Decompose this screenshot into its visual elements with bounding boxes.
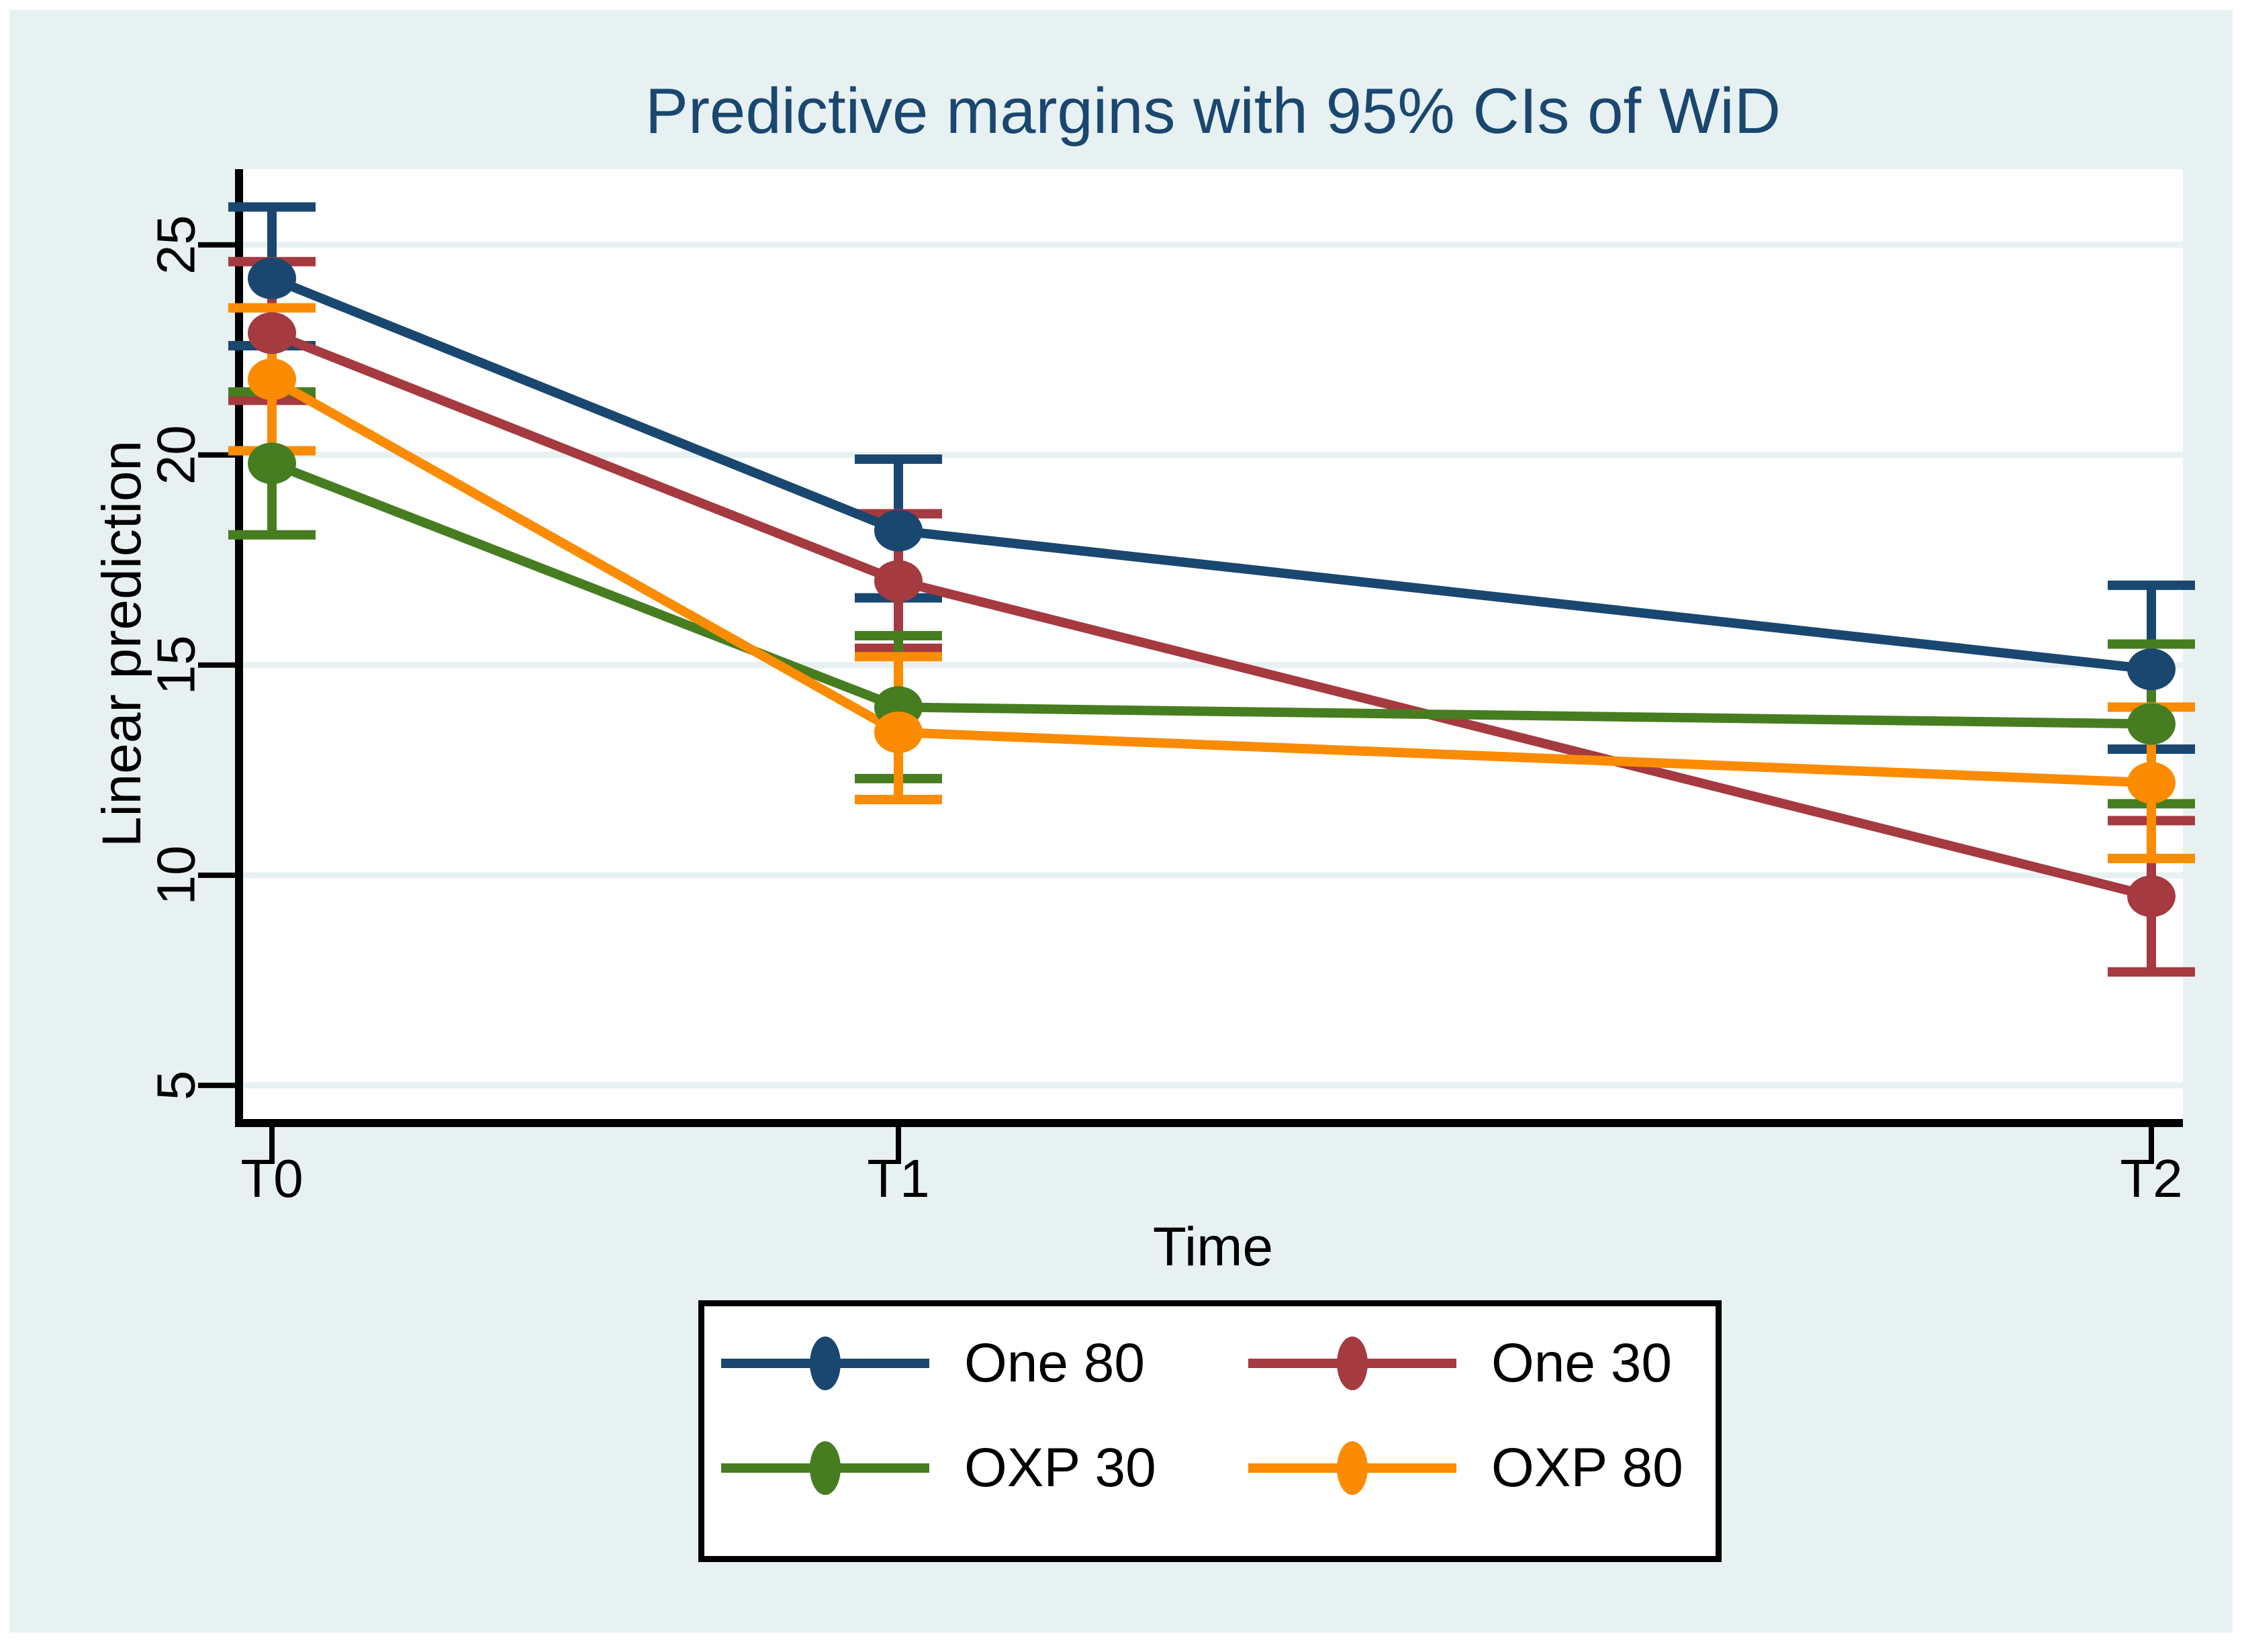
legend-dot-icon [810,1337,841,1390]
y-tick-label-5: 5 [146,1071,206,1101]
x-tick-label-T1: T1 [867,1149,929,1208]
legend-label-oxp-80: OXP 80 [1491,1437,1683,1498]
chart-plot-area: 5 10 15 20 25 T0 T1 T2 [146,169,2195,1208]
x-tick-label-T2: T2 [2120,1149,2182,1208]
legend-label-one-80: One 80 [964,1332,1145,1394]
legend-box: One 80 One 30 OXP 30 OXP 80 [698,1300,1722,1562]
legend-dot-icon [1337,1337,1368,1390]
marker-one-30-T1 [874,560,923,602]
marker-one-80-T2 [2127,648,2176,691]
legend-marker-one-80 [721,1337,929,1390]
plot-background [243,169,2183,1119]
x-axis-title: Time [1152,1216,1274,1277]
marker-oxp-30-T2 [2127,703,2176,745]
figure-canvas: Predictive margins with 95% CIs of WiD 5… [9,10,2233,1633]
legend-item-one-80: One 80 [721,1332,1145,1394]
chart-title: Predictive margins with 95% CIs of WiD [645,75,1781,147]
legend-marker-oxp-80 [1248,1441,1456,1495]
marker-one-30-T0 [248,312,296,354]
marker-one-80-T1 [874,509,923,552]
marker-one-80-T0 [248,257,296,299]
y-tick-label-20: 20 [146,425,206,485]
y-tick-label-25: 25 [146,215,206,275]
marker-oxp-30-T0 [248,442,296,485]
y-axis-title-text: Linear prediction [91,440,152,848]
legend-item-oxp-30: OXP 30 [721,1437,1156,1498]
marker-oxp-80-T1 [874,711,923,753]
marker-oxp-80-T0 [248,358,296,401]
marker-one-30-T2 [2127,875,2176,918]
legend-dot-icon [1337,1441,1368,1495]
x-tick-label-T0: T0 [240,1149,303,1208]
legend-label-oxp-30: OXP 30 [964,1437,1156,1498]
legend-item-one-30: One 30 [1248,1332,1672,1394]
legend-dot-icon [810,1441,841,1495]
y-tick-label-10: 10 [146,845,206,905]
marker-oxp-80-T2 [2127,762,2176,804]
legend-marker-one-30 [1248,1337,1456,1390]
y-tick-label-15: 15 [146,635,206,695]
legend-marker-oxp-30 [721,1441,929,1495]
legend-item-oxp-80: OXP 80 [1248,1437,1683,1498]
legend-label-one-30: One 30 [1491,1332,1672,1394]
